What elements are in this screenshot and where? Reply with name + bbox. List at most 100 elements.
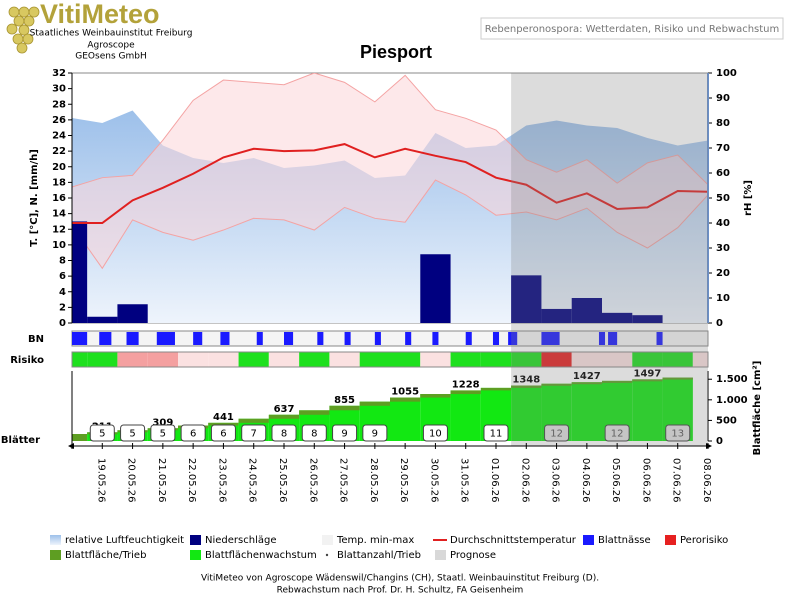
- wetness-block: [492, 332, 500, 345]
- y-tick-label: 24: [52, 131, 66, 142]
- leaf-area-label: 637: [274, 404, 295, 415]
- y-tick-label: 26: [52, 115, 66, 126]
- y-tick-label: 4: [59, 287, 66, 298]
- legend-swatch: [583, 535, 594, 545]
- wetness-block: [99, 332, 112, 345]
- leaf-count-label: 6: [220, 429, 226, 440]
- wetness-block: [405, 332, 412, 345]
- precip-bar: [420, 254, 451, 323]
- risk-cell: [662, 352, 693, 367]
- leaf-count-label: 8: [311, 429, 317, 440]
- y2-tick-label: 30: [716, 243, 730, 254]
- leaf-area-top: [662, 377, 693, 380]
- leaf-count-label: 7: [251, 429, 257, 440]
- risk-cell: [390, 352, 421, 367]
- x-tick-label: 23.05.26: [216, 458, 227, 503]
- leaf-count-box: [241, 424, 267, 442]
- risk-cell: [571, 352, 602, 367]
- wetness-block: [317, 332, 324, 345]
- risk-strip: [71, 351, 709, 368]
- leaf-area-top: [299, 410, 330, 415]
- legend-label: Blattanzahl/Trieb: [337, 550, 421, 561]
- x-tick-label: 04.06.26: [580, 458, 591, 503]
- forecast-overlay: [511, 73, 708, 446]
- leaf-area-bar: [571, 382, 602, 441]
- leaf-count-box: [120, 424, 146, 442]
- legend-label: Blattflächenwachstum: [205, 550, 317, 561]
- y-tick-label: 14: [52, 209, 66, 220]
- x-tick-label: 08.06.26: [701, 458, 712, 503]
- leaf-count-label: 5: [99, 429, 105, 440]
- y3-tick-label: 1.000: [716, 395, 748, 406]
- y-tick-label: 22: [52, 146, 66, 157]
- legend-swatch: [435, 550, 446, 560]
- risk-cell: [268, 352, 300, 367]
- leaf-area-label: 309: [152, 417, 173, 428]
- risk-cell: [511, 352, 542, 367]
- leaf-area-top: [632, 379, 663, 382]
- leaf-area-top: [238, 418, 269, 423]
- leaf-area-label: 1497: [634, 368, 662, 379]
- risk-cell: [480, 352, 512, 367]
- leaf-count-box: [150, 424, 176, 442]
- risk-cell: [602, 352, 633, 367]
- y-tick-label: 8: [59, 256, 66, 267]
- leaf-count-box: [210, 424, 236, 442]
- leaf-area-label: 441: [213, 412, 234, 423]
- risk-cell: [238, 352, 269, 367]
- leaf-area-top: [511, 385, 542, 388]
- y-tick-label: 28: [52, 99, 66, 110]
- leaf-area-top: [390, 397, 421, 402]
- leaf-count-label: 11: [490, 429, 503, 440]
- leaf-area-label: 855: [334, 395, 355, 406]
- leaf-count-box: [544, 424, 570, 442]
- y3-tick-label: 1.500: [716, 374, 748, 385]
- y-tick-label: 2: [59, 302, 66, 313]
- x-tick-label: 06.06.26: [640, 458, 651, 503]
- row-label: Risiko: [10, 355, 44, 366]
- y-tick-label: 10: [52, 240, 66, 251]
- precip-bar: [511, 275, 542, 323]
- risk-cell: [420, 352, 451, 367]
- risk-cell: [87, 352, 118, 367]
- wetness-block: [598, 332, 606, 345]
- y-tick-label: 18: [52, 177, 66, 188]
- legend-swatch: [190, 535, 201, 545]
- leaf-count-box: [332, 424, 358, 442]
- legend-swatch: [50, 535, 61, 545]
- header: Rebenperonospora: Wetterdaten, Risiko un…: [485, 24, 780, 35]
- leaf-count-label: 13: [671, 429, 684, 440]
- wetness-block: [508, 332, 518, 345]
- leaf-area-top: [450, 390, 481, 395]
- leaf-area-top: [420, 394, 451, 398]
- leaf-area-label: 1348: [512, 374, 540, 385]
- x-tick-label: 28.05.26: [368, 458, 379, 503]
- leaf-count-label: 6: [190, 429, 196, 440]
- precip-bar: [602, 312, 633, 323]
- leaf-count-label: 12: [550, 429, 563, 440]
- leaf-count-box: [89, 424, 115, 442]
- wetness-block: [126, 332, 139, 345]
- temp-max-line: [72, 73, 708, 188]
- x-tick-label: 07.06.26: [671, 458, 682, 503]
- y-tick-label: 12: [52, 224, 66, 235]
- x-tick-label: 24.05.26: [247, 458, 258, 503]
- y2-tick-label: 50: [716, 193, 730, 204]
- wetness-block: [284, 332, 294, 345]
- leaf-area-bar: [450, 390, 481, 441]
- y-tick-label: 32: [52, 68, 66, 79]
- risk-cell: [359, 352, 390, 367]
- risk-cell: [632, 352, 663, 367]
- y2-tick-label: 60: [716, 168, 730, 179]
- leaf-area-top: [359, 401, 390, 406]
- wetness-block: [608, 332, 618, 345]
- x-tick-label: 19.05.26: [95, 458, 106, 503]
- footer: Rebwachstum nach Prof. Dr. H. Schultz, F…: [277, 586, 524, 596]
- x-tick-label: 20.05.26: [126, 458, 137, 503]
- precip-bar: [87, 316, 118, 323]
- leaf-count-box: [362, 424, 388, 442]
- y-tick-label: 20: [52, 162, 66, 173]
- risk-cell: [208, 352, 239, 367]
- x-tick-label: 29.05.26: [398, 458, 409, 503]
